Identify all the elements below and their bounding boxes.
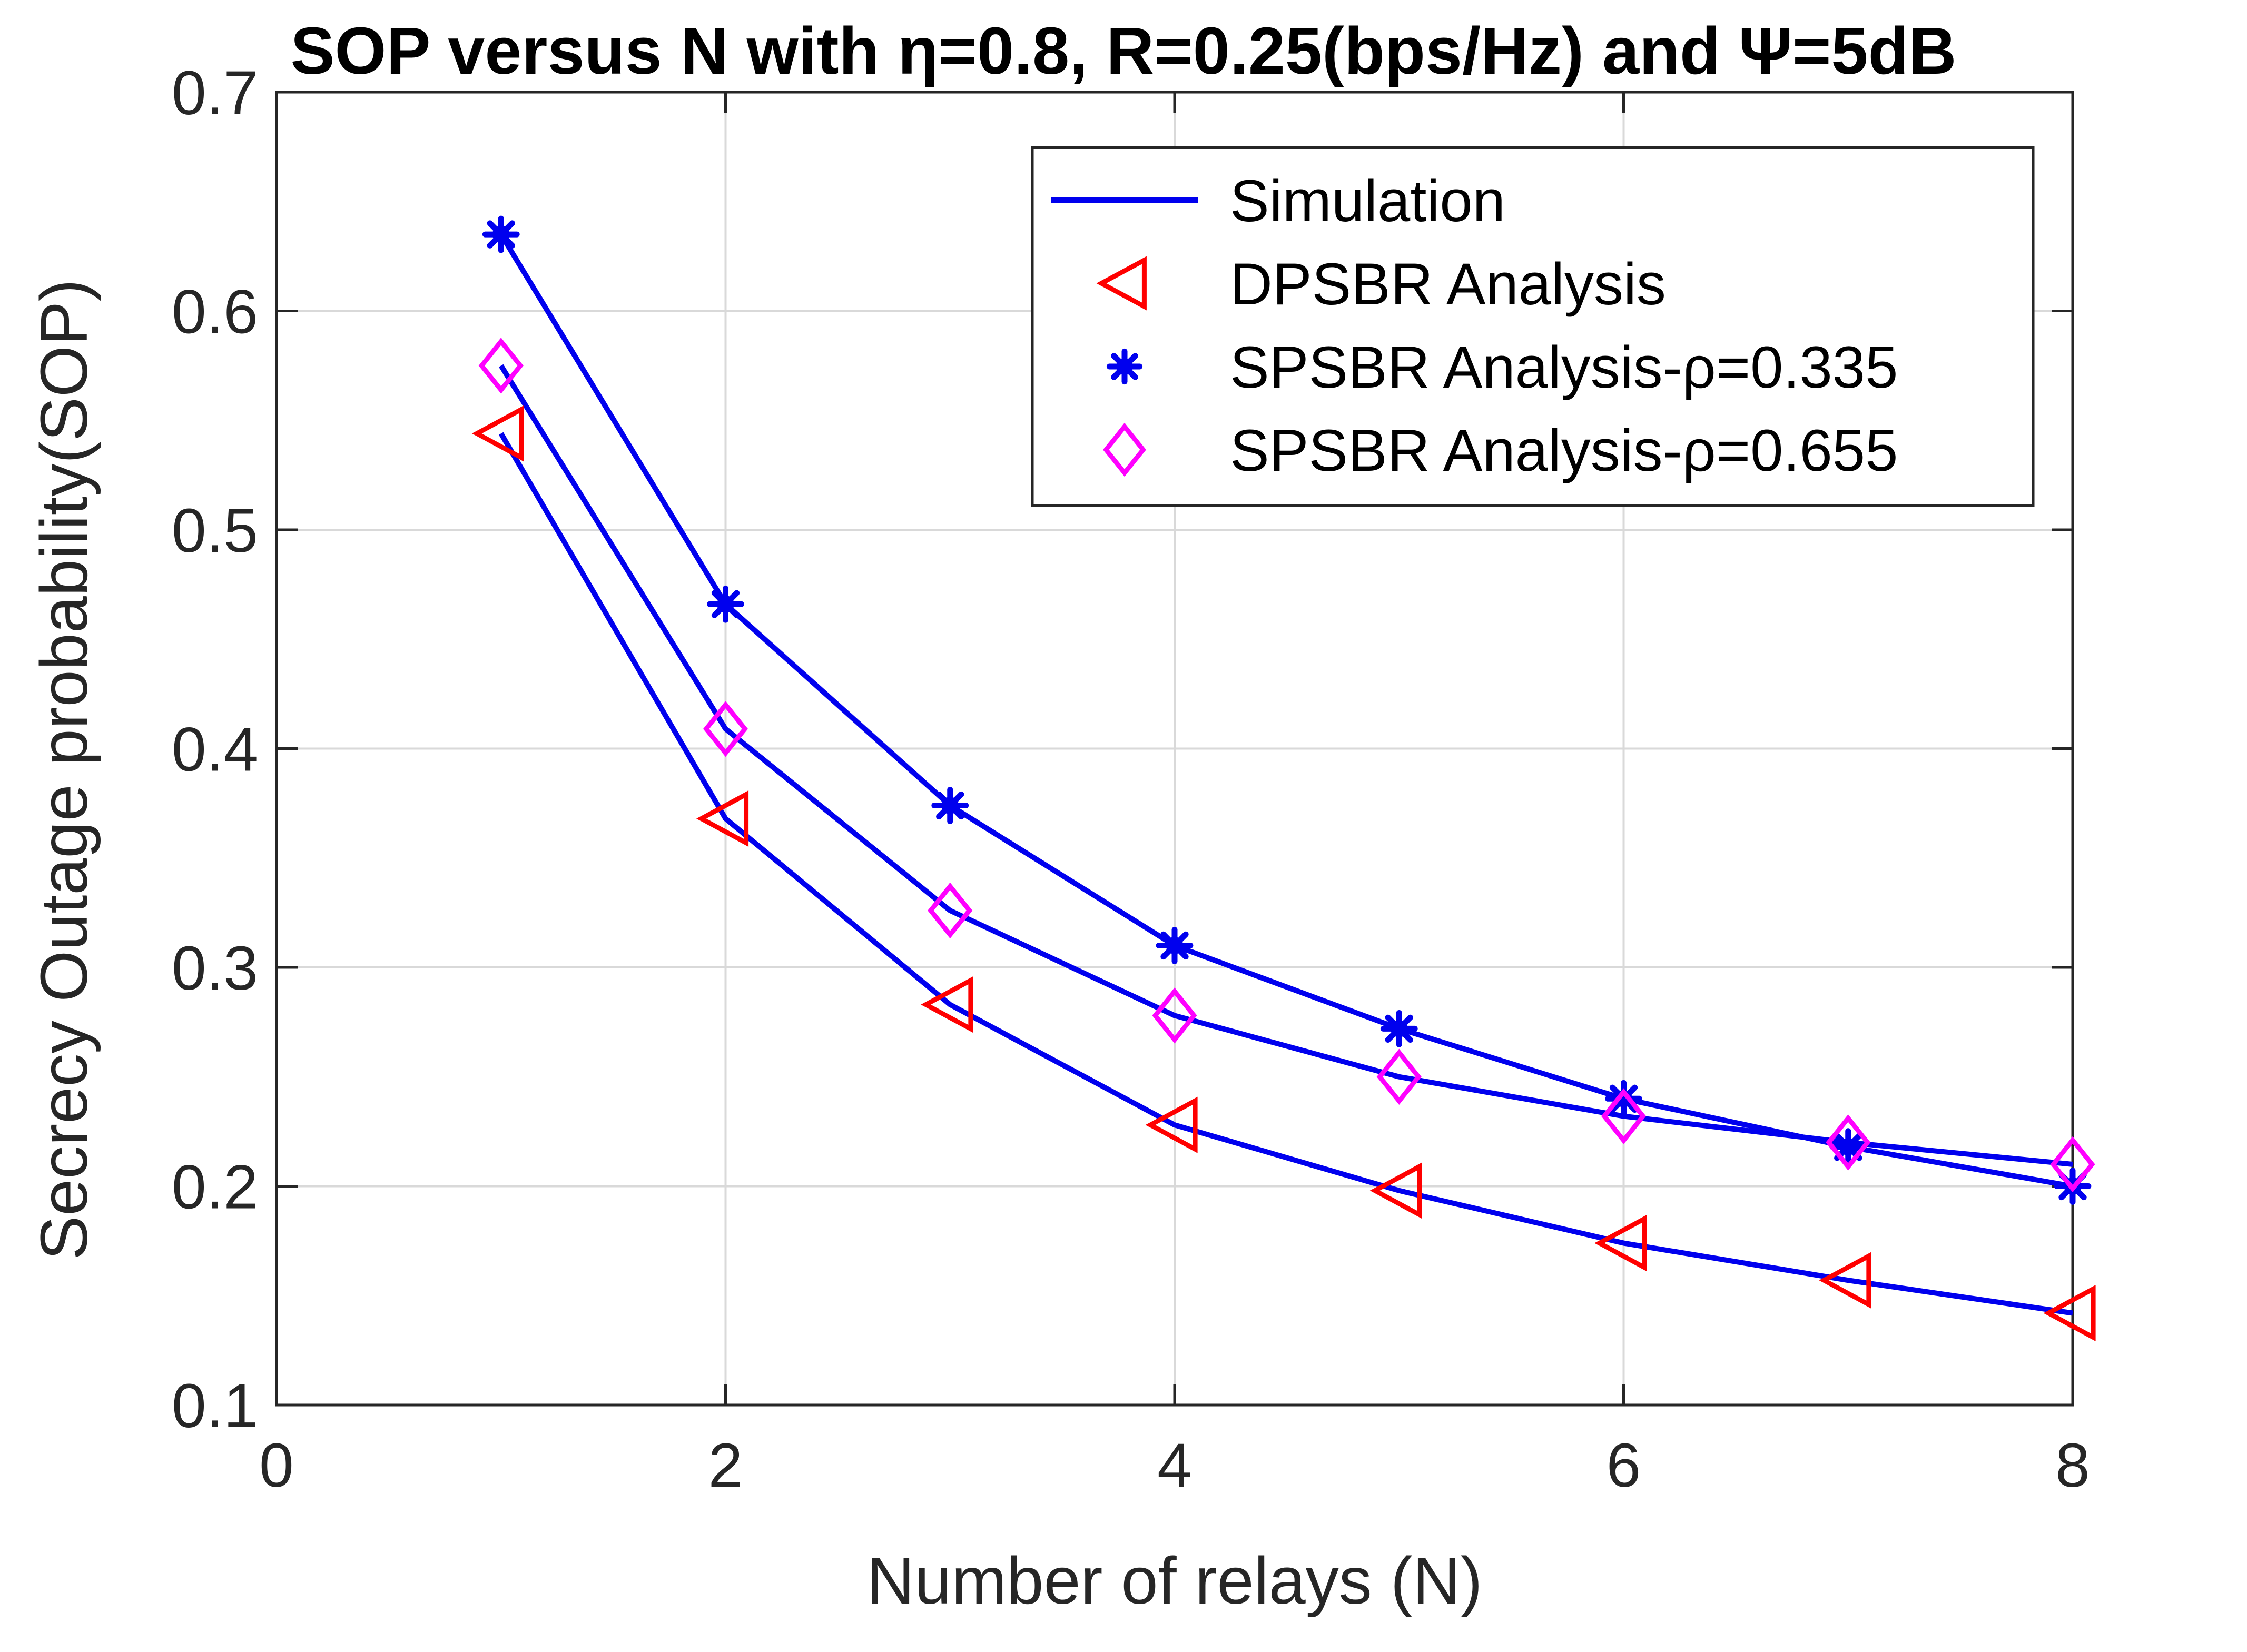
y-tick-label: 0.5 — [172, 496, 258, 566]
legend: Simulation DPSBR Analysis SPSBR Analysis-ρ… — [1031, 146, 2035, 507]
triangle-marker — [921, 976, 973, 1033]
asterisk-core — [717, 595, 734, 613]
y-tick-label: 0.1 — [172, 1371, 258, 1441]
asterisk-core — [941, 797, 959, 814]
asterisk-marker — [1380, 1010, 1418, 1047]
y-tick-label: 0.6 — [172, 278, 258, 347]
diamond-marker — [1826, 1114, 1871, 1171]
triangle-marker — [696, 790, 749, 847]
diamond-marker — [703, 700, 748, 757]
series-group — [471, 215, 2096, 1342]
y-tick-label: 0.2 — [172, 1153, 258, 1222]
legend-label: Simulation — [1230, 168, 1505, 234]
asterisk-core — [1116, 358, 1133, 375]
asterisk-marker — [482, 215, 520, 253]
axis-ticks: 0 2 4 6 8 0.1 0.2 0.3 0.4 0.5 0.6 0.7 — [172, 58, 2090, 1500]
diamond-marker — [928, 882, 973, 939]
diamond-marker — [1152, 987, 1197, 1044]
x-tick-label: 4 — [1157, 1431, 1192, 1500]
asterisk-marker — [931, 787, 969, 824]
legend-label: DPSBR Analysis — [1230, 251, 1666, 317]
y-axis-label: Secrecy Outage probability(SOP) — [27, 279, 101, 1260]
asterisk-marker — [1605, 1080, 1642, 1117]
asterisk-core — [1839, 1138, 1857, 1156]
x-tick-label: 0 — [259, 1431, 294, 1500]
diamond-marker — [2050, 1136, 2095, 1193]
legend-asterisk-symbol — [1106, 348, 1143, 385]
asterisk-marker — [707, 585, 744, 623]
legend-triangle-symbol — [1096, 256, 1147, 311]
x-tick-label: 8 — [2055, 1431, 2090, 1500]
triangle-marker — [1594, 1214, 1647, 1272]
legend-diamond-symbol — [1103, 422, 1146, 477]
triangle-marker — [1145, 1096, 1198, 1153]
series-line — [498, 432, 2073, 1316]
legend-box — [1031, 146, 2035, 507]
x-tick-label: 2 — [708, 1431, 743, 1500]
legend-label: SPSBR Analysis-ρ=0.335 — [1230, 334, 1898, 400]
x-axis-label: Number of relays (N) — [866, 1544, 1482, 1618]
asterisk-core — [492, 225, 510, 243]
chart-title: SOP versus N with η=0.8, R=0.25(bps/Hz) … — [290, 14, 1956, 88]
asterisk-core — [1166, 937, 1184, 954]
diamond-marker — [1601, 1088, 1647, 1144]
triangle-marker — [471, 405, 524, 462]
x-tick-label: 6 — [1607, 1431, 1641, 1500]
diamond-marker — [478, 338, 524, 394]
diamond-marker — [1376, 1048, 1422, 1105]
triangle-marker — [1819, 1252, 1871, 1309]
triangle-marker — [2043, 1284, 2096, 1342]
asterisk-marker — [1156, 927, 1194, 964]
triangle-marker — [1369, 1162, 1422, 1219]
series-line — [498, 233, 2073, 1189]
y-tick-label: 0.3 — [172, 934, 258, 1003]
legend-label: SPSBR Analysis-ρ=0.655 — [1230, 418, 1898, 483]
asterisk-core — [1390, 1020, 1408, 1037]
asterisk-marker — [1829, 1128, 1867, 1166]
y-tick-label: 0.7 — [172, 58, 258, 128]
y-tick-label: 0.4 — [172, 715, 258, 785]
